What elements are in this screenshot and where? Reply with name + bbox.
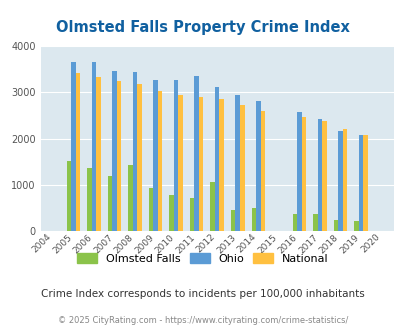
Bar (214, 87, 219, 231)
Bar (107, 176, 112, 231)
Bar (260, 111, 264, 231)
Bar (317, 119, 321, 231)
Bar (198, 97, 203, 231)
Bar (112, 71, 117, 231)
Bar (132, 72, 137, 231)
Bar (96, 77, 100, 231)
Bar (235, 95, 239, 231)
Bar (256, 101, 260, 231)
Bar (342, 129, 346, 231)
Text: © 2025 CityRating.com - https://www.cityrating.com/crime-statistics/: © 2025 CityRating.com - https://www.city… (58, 316, 347, 325)
Bar (137, 83, 141, 231)
Legend: Olmsted Falls, Ohio, National: Olmsted Falls, Ohio, National (72, 249, 333, 268)
Bar (194, 76, 198, 231)
Bar (210, 182, 214, 231)
Bar (358, 135, 362, 231)
Bar (178, 95, 183, 231)
Bar (251, 208, 256, 231)
Bar (312, 214, 317, 231)
Bar (71, 62, 75, 231)
Bar (292, 214, 296, 231)
Bar (87, 168, 92, 231)
Bar (301, 117, 305, 231)
Bar (296, 112, 301, 231)
Bar (128, 165, 132, 231)
Bar (230, 210, 235, 231)
Bar (153, 80, 158, 231)
Bar (219, 99, 224, 231)
Bar (239, 105, 244, 231)
Bar (149, 187, 153, 231)
Bar (117, 81, 121, 231)
Bar (190, 198, 194, 231)
Bar (66, 161, 71, 231)
Text: Olmsted Falls Property Crime Index: Olmsted Falls Property Crime Index (56, 20, 349, 35)
Bar (337, 131, 342, 231)
Bar (169, 194, 173, 231)
Bar (362, 135, 367, 231)
Text: Crime Index corresponds to incidents per 100,000 inhabitants: Crime Index corresponds to incidents per… (41, 289, 364, 299)
Bar (92, 62, 96, 231)
Bar (173, 81, 178, 231)
Bar (333, 220, 337, 231)
Bar (321, 121, 326, 231)
Bar (75, 74, 80, 231)
Bar (353, 221, 358, 231)
Bar (158, 90, 162, 231)
